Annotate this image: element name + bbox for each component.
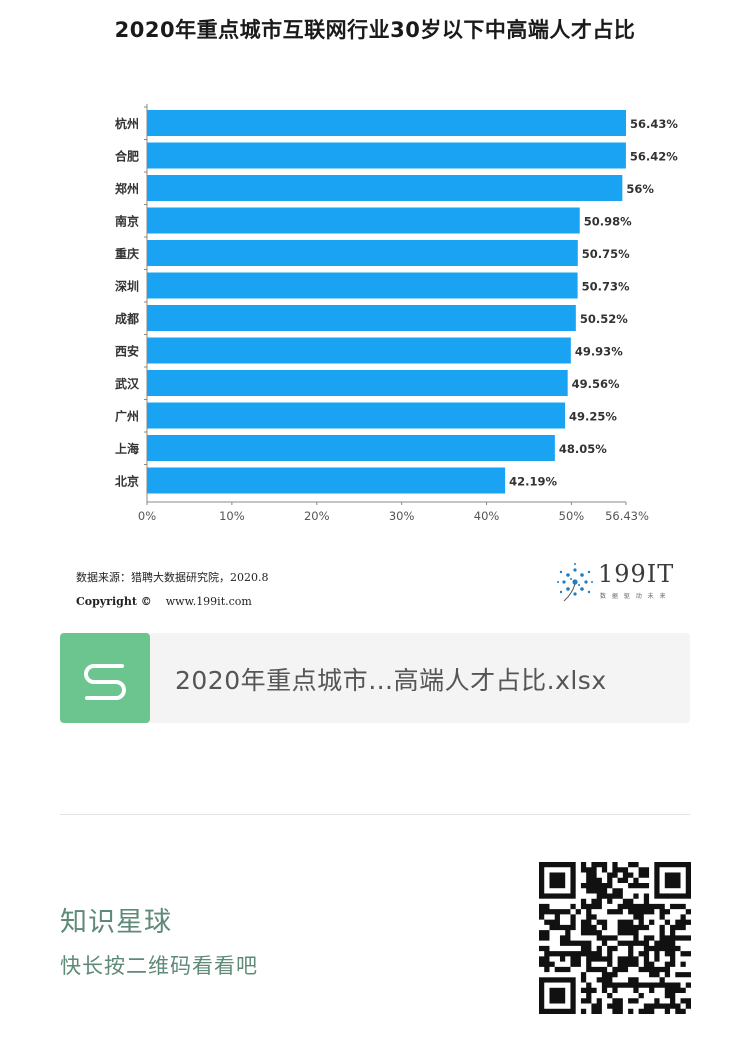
data-label: 50.73% bbox=[582, 280, 630, 294]
qr-finder bbox=[549, 987, 566, 1004]
data-label: 50.75% bbox=[582, 247, 630, 261]
brand-logo: 199IT 数 据 驱 动 未 来 bbox=[554, 560, 684, 602]
category-label: 重庆 bbox=[115, 246, 139, 261]
spreadsheet-s-icon bbox=[60, 633, 150, 723]
qr-modules bbox=[539, 862, 691, 1014]
data-label: 49.93% bbox=[575, 345, 623, 359]
data-label: 49.56% bbox=[572, 377, 620, 391]
bar bbox=[147, 207, 580, 234]
copyright-text: Copyright © bbox=[76, 595, 152, 608]
qr-finder bbox=[664, 872, 681, 889]
data-source-text: 数据来源：猎聘大数据研究院，2020.8 bbox=[76, 571, 269, 584]
x-tick-label: 20% bbox=[304, 509, 330, 523]
bar bbox=[147, 370, 568, 396]
x-tick-label: 50% bbox=[559, 509, 585, 523]
category-label: 广州 bbox=[115, 409, 139, 424]
x-tick-label: 10% bbox=[219, 509, 245, 523]
data-label: 50.52% bbox=[580, 312, 628, 326]
bar bbox=[147, 142, 626, 169]
category-label: 杭州 bbox=[115, 116, 139, 131]
data-label: 48.05% bbox=[559, 442, 607, 456]
category-label: 北京 bbox=[115, 474, 139, 489]
category-label: 深圳 bbox=[115, 279, 139, 294]
x-tick-label: 30% bbox=[389, 509, 415, 523]
x-tick-label: 0% bbox=[138, 509, 156, 523]
data-label: 50.98% bbox=[584, 215, 632, 229]
planet-title: 知识星球 bbox=[60, 907, 172, 938]
s-glyph-icon bbox=[84, 664, 126, 700]
data-label: 49.25% bbox=[569, 410, 617, 424]
data-label: 42.19% bbox=[509, 475, 557, 489]
qr-code-icon[interactable] bbox=[539, 862, 691, 1014]
data-label: 56.43% bbox=[630, 117, 678, 131]
category-label: 郑州 bbox=[115, 181, 139, 196]
planet-subtitle: 快长按二维码看看吧 bbox=[60, 954, 258, 978]
source-url[interactable]: www.199it.com bbox=[165, 595, 252, 608]
data-label: 56.42% bbox=[630, 150, 678, 164]
file-attachment-card[interactable]: 2020年重点城市…高端人才占比.xlsx bbox=[60, 633, 690, 723]
brand-name: 199IT bbox=[598, 560, 675, 588]
category-label: 上海 bbox=[115, 441, 139, 456]
qr-finder bbox=[549, 872, 566, 889]
source-info: 数据来源：猎聘大数据研究院，2020.8 Copyright © www.199i… bbox=[76, 566, 269, 614]
category-label: 武汉 bbox=[115, 376, 140, 391]
bar bbox=[147, 337, 571, 364]
bar bbox=[147, 435, 555, 461]
bar bbox=[147, 272, 578, 299]
category-label: 南京 bbox=[115, 214, 139, 229]
bar-chart: 杭州 56.43% 合肥 56.42% 郑州 56% 南京 50.98% 重庆 50.75% 深圳 5… bbox=[115, 104, 678, 523]
category-label: 成都 bbox=[115, 311, 139, 326]
brand-slogan: 数 据 驱 动 未 来 bbox=[600, 593, 668, 600]
bar bbox=[147, 240, 578, 266]
bar bbox=[147, 402, 566, 429]
data-label: 56% bbox=[626, 182, 654, 196]
category-label: 合肥 bbox=[115, 149, 139, 164]
x-tick-label: 56.43% bbox=[605, 509, 649, 523]
bar bbox=[147, 110, 626, 136]
bar bbox=[147, 175, 623, 201]
chart-title: 2020年重点城市互联网行业30岁以下中高端人才占比 bbox=[114, 18, 636, 42]
bar bbox=[147, 467, 506, 494]
file-name: 2020年重点城市…高端人才占比.xlsx bbox=[175, 666, 607, 695]
divider bbox=[60, 814, 690, 815]
category-label: 西安 bbox=[115, 344, 139, 359]
bar bbox=[147, 305, 576, 331]
x-tick-label: 40% bbox=[474, 509, 500, 523]
dandelion-icon bbox=[557, 563, 593, 602]
